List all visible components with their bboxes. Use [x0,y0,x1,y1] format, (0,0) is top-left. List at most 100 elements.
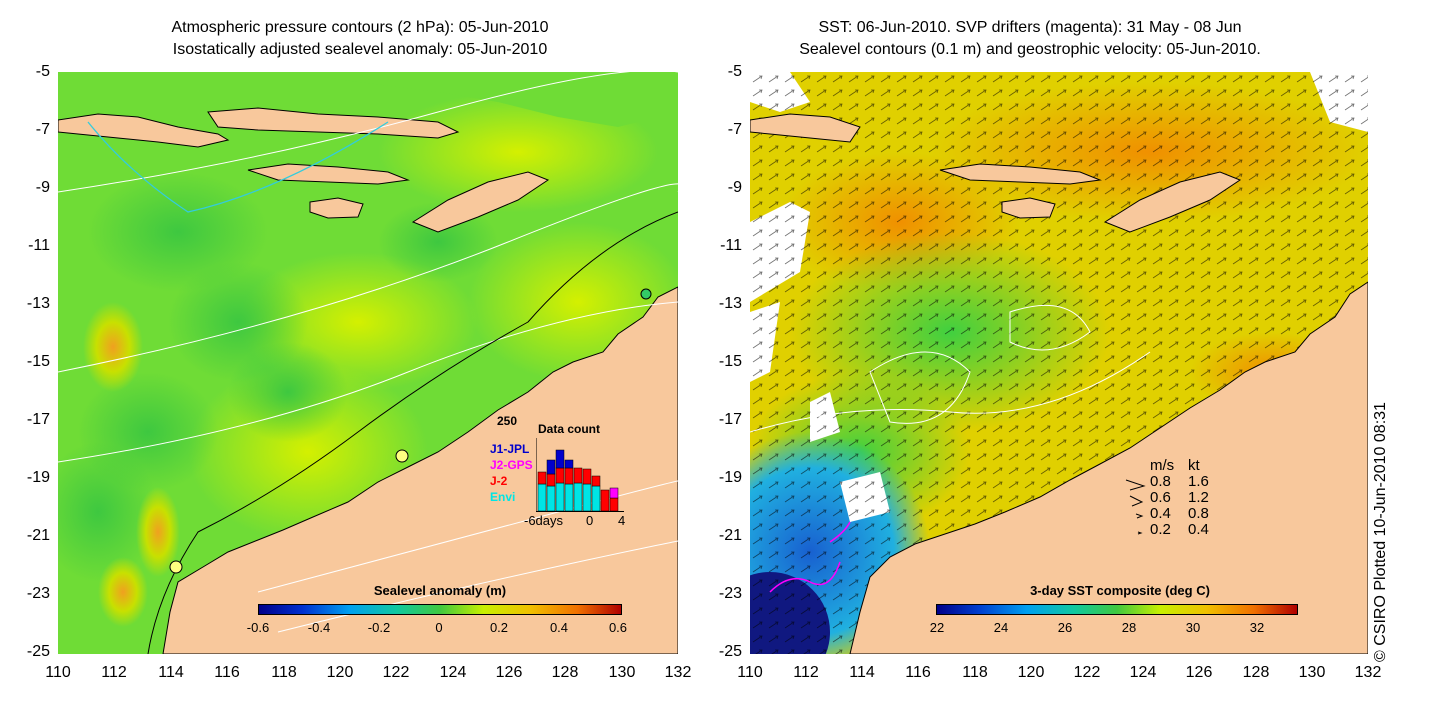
sst-velocity-map[interactable] [750,72,1368,654]
lon-label: 112 [793,664,819,681]
lat-label: -13 [26,295,50,312]
inset-series-j1jpl: J1-JPL [490,442,530,456]
sumba-land [309,197,364,219]
lon-label: 132 [1354,664,1382,681]
lat-label: -17 [26,411,50,428]
lon-label: 122 [382,664,410,681]
inset-series-j2: J-2 [490,474,508,488]
timor-land [1103,171,1242,233]
left-colorbar-tick: 0 [435,620,443,635]
lat-label: -11 [720,237,742,254]
speed-legend-arrows [1124,474,1146,542]
lat-label: -5 [727,63,742,80]
right-title-line2: Sealevel contours (0.1 m) and geostrophi… [799,41,1261,58]
tide-gauge-marker [640,288,652,300]
left-colorbar-tick: -0.2 [367,620,391,635]
lat-label: -21 [26,527,50,544]
lon-label: 116 [214,664,240,681]
speed-legend-kt: 0.4 [1188,521,1209,538]
lon-label: 124 [1129,664,1157,681]
lat-label: -19 [26,469,50,486]
speed-legend-kt: 1.2 [1188,489,1209,506]
left-title-line1: Atmospheric pressure contours (2 hPa): 0… [171,19,549,36]
lon-label: 118 [271,664,297,681]
tide-gauge-marker [395,449,409,463]
left-colorbar-tick: 0.2 [489,620,509,635]
speed-legend-kt: 1.6 [1188,473,1209,490]
lat-label: -23 [718,585,742,602]
lon-label: 130 [1298,664,1326,681]
speed-legend-kt-header: kt [1188,457,1200,474]
left-colorbar-tick: 0.6 [608,620,628,635]
lat-label: -19 [718,469,742,486]
lon-label: 128 [1242,664,1270,681]
lon-label: 110 [45,664,71,681]
lon-label: 114 [158,664,184,681]
lat-label: -21 [718,527,742,544]
lon-label: 110 [737,664,763,681]
left-colorbar-tick: 0.4 [549,620,569,635]
speed-legend-ms: 0.8 [1150,473,1171,490]
speed-legend-ms: 0.4 [1150,505,1171,522]
lon-label: 120 [326,664,354,681]
lon-label: 114 [849,664,875,681]
right-colorbar-title: 3-day SST composite (deg C) [1030,583,1210,598]
java-land [58,113,230,148]
inset-xlabel-mid: 0 [586,513,594,528]
speed-legend-ms: 0.2 [1150,521,1171,538]
lat-label: -17 [718,411,742,428]
lon-label: 122 [1073,664,1101,681]
right-colorbar-tick: 28 [1121,620,1137,635]
inset-top-value: 250 [497,414,518,428]
lat-label: -11 [28,237,50,254]
lat-label: -7 [727,121,742,138]
lon-label: 132 [664,664,692,681]
lon-label: 126 [495,664,523,681]
inset-series-envi: Envi [490,490,516,504]
drifter-track [769,561,841,593]
lon-label: 118 [962,664,988,681]
left-colorbar-tick: -0.6 [246,620,270,635]
lat-label: -25 [718,643,742,660]
lat-label: -15 [718,353,742,370]
sumba-land [1001,197,1056,219]
lat-label: -15 [26,353,50,370]
lat-label: -5 [35,63,50,80]
inset-xlabel-right: 4 [618,513,626,528]
speed-legend-kt: 0.8 [1188,505,1209,522]
java-land [750,113,861,143]
lat-label: -7 [35,121,50,138]
lon-label: 116 [905,664,931,681]
tide-gauge-marker [169,560,183,574]
lat-label: -23 [26,585,50,602]
drifter-track [829,521,851,543]
left-title-line2: Isostatically adjusted sealevel anomaly:… [172,41,548,58]
sealevel-anomaly-map[interactable] [58,72,678,654]
inset-title: Data count [538,422,601,436]
lon-label: 126 [1185,664,1213,681]
lat-label: -13 [718,295,742,312]
timor-land [411,171,550,233]
left-colorbar-tick: -0.4 [307,620,331,635]
right-colorbar-tick: 22 [929,620,945,635]
right-colorbar-tick: 26 [1057,620,1073,635]
lon-label: 124 [439,664,467,681]
lat-label: -25 [26,643,50,660]
inset-xlabel-left: -6days [524,513,564,528]
australia-land [849,281,1368,654]
speed-legend-ms: 0.6 [1150,489,1171,506]
right-colorbar-tick: 32 [1249,620,1265,635]
australia-land [162,286,678,654]
flores-land [247,163,410,185]
lat-label: -9 [35,179,50,196]
flores-land [939,163,1102,185]
right-colorbar-tick: 24 [993,620,1009,635]
right-colorbar [936,604,1298,615]
left-colorbar [258,604,622,615]
right-colorbar-tick: 30 [1185,620,1201,635]
lon-label: 130 [608,664,636,681]
left-colorbar-title: Sealevel anomaly (m) [373,583,507,598]
speed-legend-ms-header: m/s [1150,457,1175,474]
inset-series-j2gps: J2-GPS [490,458,533,472]
nusa-tenggara-land [207,107,460,139]
